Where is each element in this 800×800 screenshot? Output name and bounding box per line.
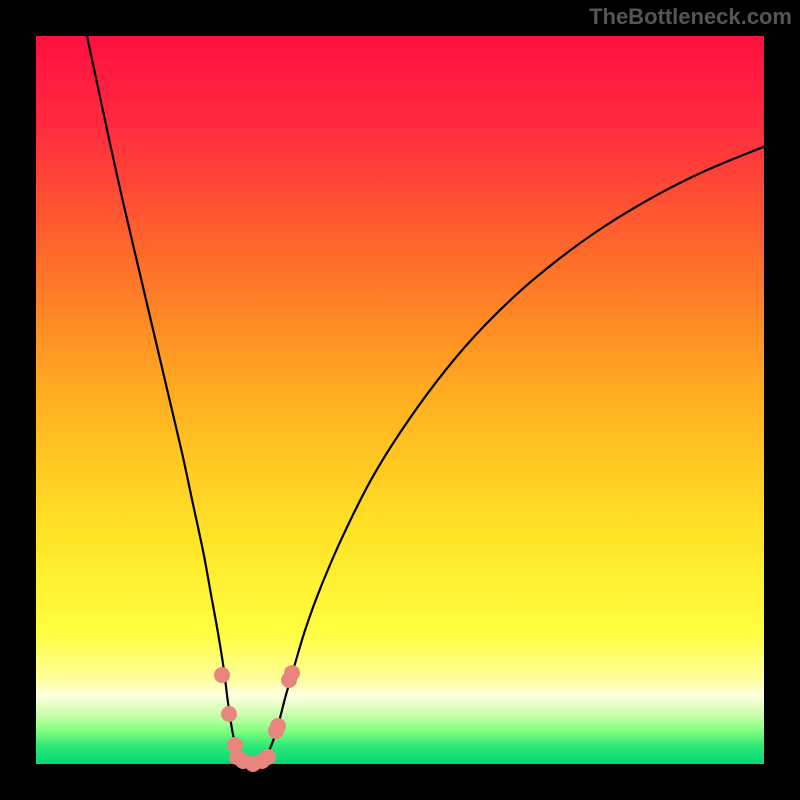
data-marker: [221, 706, 237, 722]
figure-canvas: TheBottleneck.com: [0, 0, 800, 800]
curve-layer: [36, 36, 764, 764]
data-marker: [284, 665, 300, 681]
watermark-text: TheBottleneck.com: [589, 4, 792, 30]
bottleneck-curve: [87, 36, 764, 764]
data-marker: [260, 749, 276, 765]
plot-area: [36, 36, 764, 764]
data-marker: [214, 667, 230, 683]
data-marker: [270, 718, 286, 734]
